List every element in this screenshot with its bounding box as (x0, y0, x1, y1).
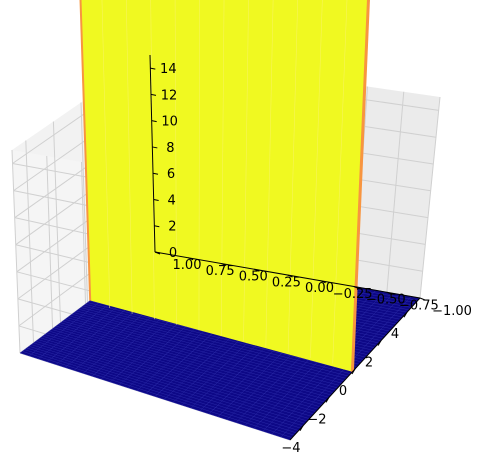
z-tick-mark (152, 172, 159, 175)
x-tick-label: −2 (307, 412, 326, 427)
z-tick-mark (154, 251, 161, 254)
z-tick-mark (150, 67, 156, 70)
z-tick-mark (150, 93, 157, 96)
spike-wall (80, 0, 369, 372)
y-axis-ticks: −1.00−0.75−0.50−0.250.00 0.25 0.50 0.75 1.00 (154, 251, 472, 319)
z-tick-label: 4 (168, 193, 176, 208)
y-tick-mark (221, 263, 227, 266)
y-tick-label: 0.00 (305, 281, 334, 296)
y-tick-label: 0.25 (272, 275, 301, 290)
y-tick-mark (419, 297, 426, 301)
spike-edge-front (350, 0, 370, 372)
x-tick-label: 4 (391, 327, 399, 342)
x-tick-mark (299, 425, 304, 432)
z-tick-label: 14 (160, 62, 177, 77)
x-tick-label: 2 (365, 356, 373, 371)
spike-mesh-line (243, 0, 249, 342)
x-tick-mark (403, 311, 408, 318)
z-tick-mark (153, 198, 159, 201)
z-tick-label: 2 (168, 220, 176, 235)
z-tick-label: 12 (161, 88, 178, 103)
y-tick-label: 1.00 (173, 258, 202, 273)
surface-spike (79, 0, 370, 372)
grid-line-y (386, 91, 405, 293)
z-axis-ticks: 0 2 4 6 8 10 12 14 (150, 62, 178, 261)
y-tick-label: 0.50 (239, 270, 268, 285)
spike-mesh-line (220, 0, 225, 336)
spike-mesh-line (265, 0, 274, 347)
grid-line-y (419, 96, 441, 299)
y-tick-label: −0.25 (333, 287, 373, 302)
z-tick-label: 8 (166, 141, 174, 156)
x-axis-ticks: −4 −2 0 2 4 (281, 311, 408, 456)
x-tick-mark (377, 340, 382, 346)
grid-line-x (52, 121, 61, 323)
spike-mesh-line (332, 0, 348, 364)
spike-mesh-line (174, 0, 177, 325)
y-tick-mark (254, 268, 260, 272)
z-tick-mark (152, 146, 158, 149)
y-tick-label: −0.50 (366, 293, 406, 308)
spike-mesh-line (198, 0, 200, 331)
z-tick-label: 0 (169, 246, 177, 261)
y-tick-mark (353, 286, 359, 289)
z-axis-line (149, 54, 156, 253)
grid-line-x (80, 102, 88, 303)
grid-line-x (25, 140, 34, 343)
z-tick-mark (151, 120, 157, 123)
y-tick-mark (287, 274, 293, 278)
x-tick-label: 0 (339, 384, 347, 399)
spike-mesh-line (310, 0, 323, 358)
grid-line-y-left (11, 149, 21, 354)
y-tick-mark (187, 257, 194, 261)
z-tick-mark (154, 225, 160, 228)
y-tick-mark (320, 280, 326, 284)
x-tick-mark (325, 397, 330, 403)
x-tick-mark (351, 368, 356, 375)
x-tick-label: −4 (281, 441, 300, 456)
spike-mesh-line (150, 0, 155, 320)
spike-mesh-line (287, 0, 299, 353)
y-tick-mark (386, 291, 393, 295)
spike-mesh-line (101, 0, 111, 309)
y-tick-label: −1.00 (432, 304, 472, 319)
y-tick-label: 0.75 (206, 264, 235, 279)
spike-edge-back (79, 0, 92, 301)
y-tick-label: −0.75 (399, 298, 439, 313)
z-tick-label: 10 (161, 115, 178, 130)
spike-mesh-line (126, 0, 133, 314)
z-tick-label: 6 (167, 167, 175, 182)
